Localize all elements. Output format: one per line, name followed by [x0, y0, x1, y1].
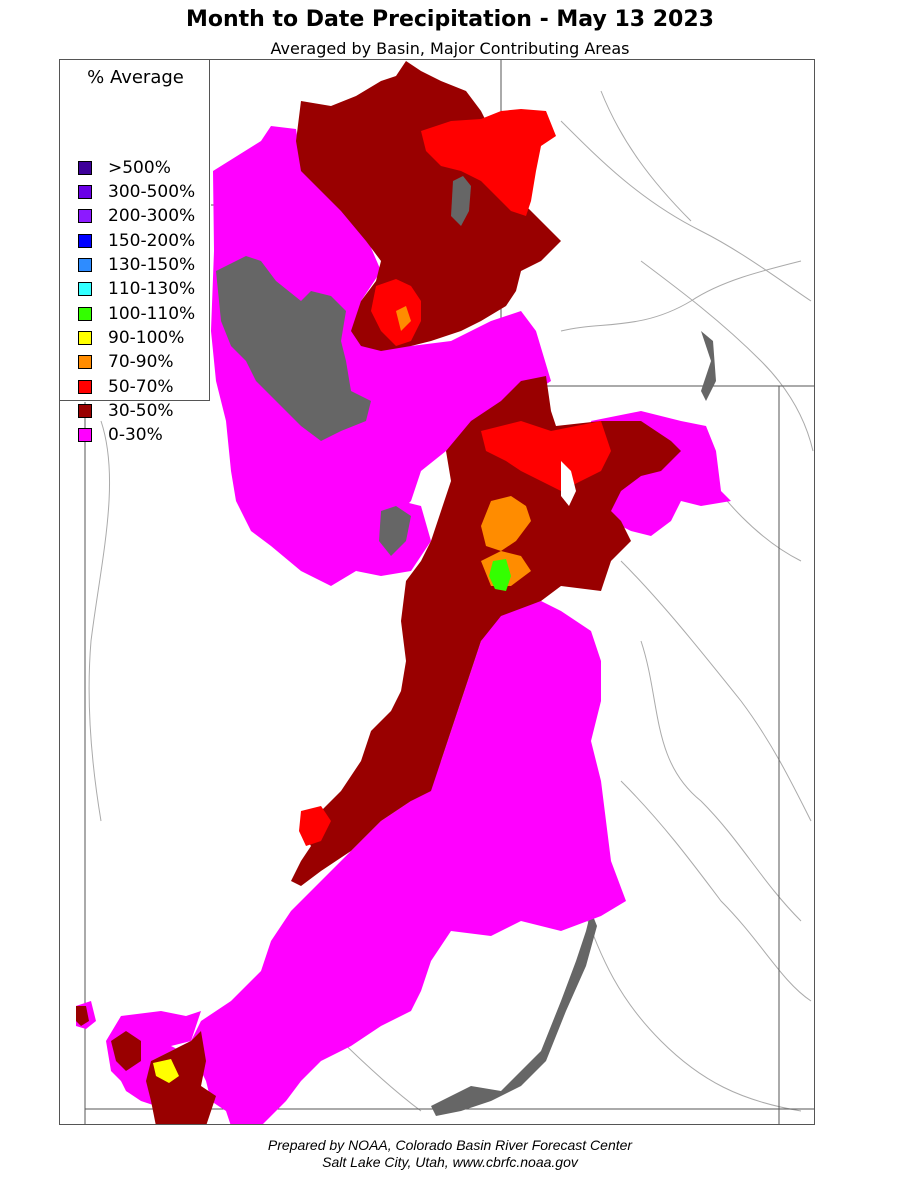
- legend-swatch: [78, 355, 92, 369]
- legend-swatch: [78, 307, 92, 321]
- legend-item: 130-150%: [78, 255, 195, 275]
- legend-item: 150-200%: [78, 231, 195, 251]
- legend-swatch: [78, 331, 92, 345]
- map-title: Month to Date Precipitation - May 13 202…: [186, 7, 714, 32]
- legend-item: 50-70%: [78, 377, 174, 397]
- legend-label: 0-30%: [108, 425, 163, 445]
- legend-box: % Average >500% 300-500% 200-300% 150-20…: [59, 59, 210, 445]
- legend-label: 50-70%: [108, 377, 174, 397]
- legend-swatch: [78, 282, 92, 296]
- legend-label: 30-50%: [108, 401, 174, 421]
- legend-swatch: [78, 209, 92, 223]
- basin-0-30: [76, 126, 731, 1124]
- legend-item: 200-300%: [78, 206, 195, 226]
- legend-title: % Average: [87, 67, 184, 88]
- legend-swatch: [78, 185, 92, 199]
- basin-90-100: [153, 1059, 179, 1083]
- legend-label: 200-300%: [108, 206, 196, 226]
- lakes: [216, 176, 576, 556]
- legend-item: 100-110%: [78, 304, 195, 324]
- legend-swatch: [78, 234, 92, 248]
- basin-50-70: [299, 109, 611, 846]
- legend-label: 70-90%: [108, 352, 174, 372]
- basin-30-50: [76, 61, 681, 1124]
- precipitation-map: [59, 59, 815, 1125]
- legend-item: 300-500%: [78, 182, 195, 202]
- footer-credit: Prepared by NOAA, Colorado Basin River F…: [267, 1137, 633, 1153]
- legend-label: 110-130%: [108, 279, 196, 299]
- legend-label: >500%: [108, 158, 171, 178]
- legend-label: 100-110%: [108, 304, 196, 324]
- map-subtitle: Averaged by Basin, Major Contributing Ar…: [270, 39, 630, 58]
- map-canvas: [76, 60, 814, 1124]
- legend-label: 90-100%: [108, 328, 185, 348]
- legend-item: 70-90%: [78, 352, 174, 372]
- footer-location: Salt Lake City, Utah, www.cbrfc.noaa.gov: [322, 1154, 578, 1170]
- legend-swatch: [78, 161, 92, 175]
- river-network: [88, 90, 814, 1112]
- legend-item: 30-50%: [78, 401, 174, 421]
- reservoir-shape: [431, 911, 597, 1116]
- legend-label: 130-150%: [108, 255, 196, 275]
- legend-swatch: [78, 404, 92, 418]
- basin-100-110: [489, 559, 511, 591]
- legend-swatch: [78, 428, 92, 442]
- legend-item: 0-30%: [78, 425, 163, 445]
- legend-item: 90-100%: [78, 328, 184, 348]
- river-shape: [701, 331, 716, 401]
- legend-swatch: [78, 380, 92, 394]
- legend-item: 110-130%: [78, 279, 195, 299]
- legend-item: >500%: [78, 158, 171, 178]
- legend-swatch: [78, 258, 92, 272]
- legend-label: 150-200%: [108, 231, 196, 251]
- legend-label: 300-500%: [108, 182, 196, 202]
